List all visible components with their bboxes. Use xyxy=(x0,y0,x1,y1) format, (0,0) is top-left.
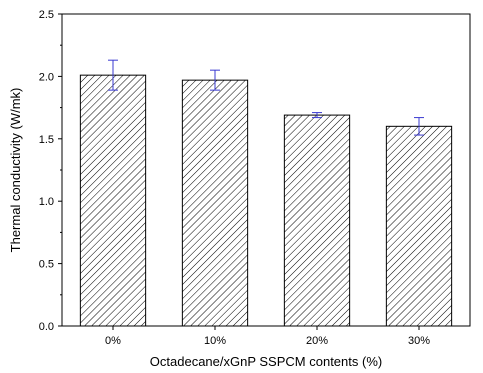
error-bar-3 xyxy=(414,117,424,136)
y-tick-label: 0.0 xyxy=(39,321,54,333)
bar-2 xyxy=(283,114,351,327)
y-axis-title: Thermal conductivity (W/mk) xyxy=(8,88,23,253)
x-axis-title: Octadecane/xGnP SSPCM contents (%) xyxy=(150,354,382,369)
y-tick-label: 1.5 xyxy=(39,134,54,146)
y-tick-label: 1.0 xyxy=(39,196,54,208)
x-tick-label: 10% xyxy=(204,335,226,347)
bar-1 xyxy=(181,79,249,327)
error-bar-2 xyxy=(312,112,322,119)
bars-layer xyxy=(79,74,453,327)
x-tick-label: 30% xyxy=(408,335,430,347)
x-tick-label: 20% xyxy=(306,335,328,347)
x-tick-label: 0% xyxy=(105,335,121,347)
error-bar-1 xyxy=(210,69,220,91)
y-tick-label: 2.0 xyxy=(39,71,54,83)
error-bar-0 xyxy=(108,59,118,91)
bar-0 xyxy=(79,74,147,327)
bar-3 xyxy=(385,125,453,327)
y-tick-label: 2.5 xyxy=(39,9,54,21)
error-bars-layer xyxy=(108,59,424,136)
axes-layer: 0% 10% 20% 30% 0.0 0.5 1.0 1.5 2.0 2.5 xyxy=(39,9,471,347)
y-tick-label: 0.5 xyxy=(39,259,54,271)
